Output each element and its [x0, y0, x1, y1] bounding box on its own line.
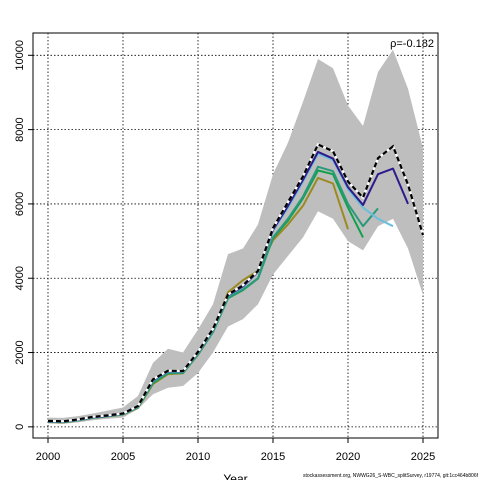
y-axis: 0 2000 4000 6000 8000 10000 [14, 40, 33, 430]
y-tick-label: 4000 [14, 266, 26, 290]
confidence-band [48, 49, 423, 424]
x-tick-label: 2000 [36, 451, 60, 463]
x-axis: 2000 2005 2010 2015 2020 2025 [36, 438, 435, 463]
x-axis-title: Year [223, 472, 247, 480]
y-tick-label: 0 [14, 424, 26, 430]
y-tick-label: 2000 [14, 340, 26, 364]
plot-frame [32, 32, 439, 439]
x-tick-label: 2015 [261, 451, 285, 463]
y-tick-label: 10000 [14, 40, 26, 71]
x-tick-label: 2005 [111, 451, 135, 463]
rho-annotation: ρ=-0.182 [390, 38, 434, 50]
y-tick-label: 6000 [14, 192, 26, 216]
grid-lines [33, 33, 438, 438]
series-line-main [47, 143, 425, 423]
x-tick-label: 2020 [336, 451, 360, 463]
x-tick-label: 2010 [186, 451, 210, 463]
confidence-band-area [48, 49, 423, 424]
y-tick-label: 8000 [14, 117, 26, 141]
series-lines [47, 143, 425, 424]
footer-source: stockassessment.org, NWWG26_S-WBC_splitS… [303, 473, 479, 479]
x-tick-label: 2025 [411, 451, 435, 463]
